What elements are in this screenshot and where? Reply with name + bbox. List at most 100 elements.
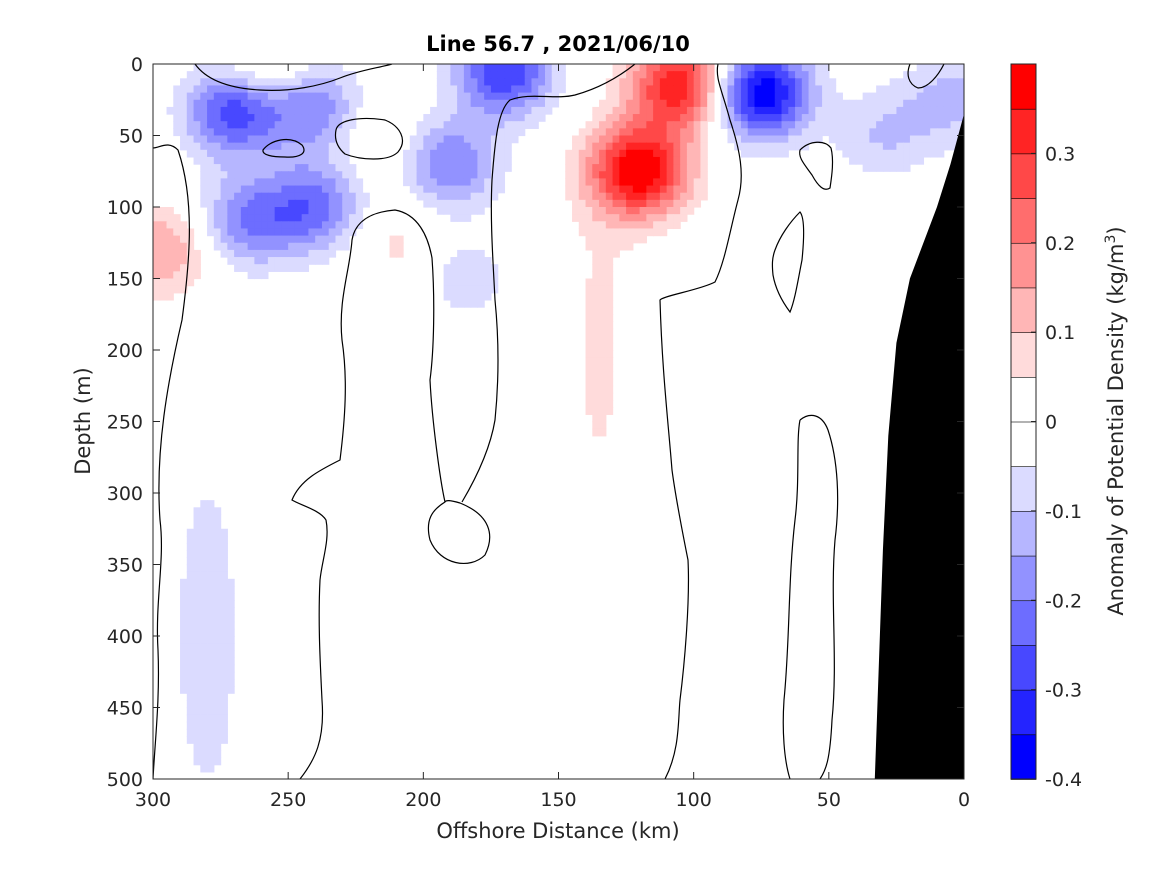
anomaly-cell xyxy=(599,328,607,337)
colorbar-tick-label: -0.2 xyxy=(1045,590,1082,612)
anomaly-cell xyxy=(686,207,695,215)
anomaly-cell xyxy=(869,121,877,129)
anomaly-cell xyxy=(659,192,668,201)
anomaly-cell xyxy=(430,192,438,201)
anomaly-cell xyxy=(889,85,898,94)
anomaly-cell xyxy=(605,392,614,401)
anomaly-cell xyxy=(727,114,735,122)
anomaly-cell xyxy=(720,92,729,101)
anomaly-cell xyxy=(281,185,289,194)
anomaly-cell xyxy=(328,135,337,144)
anomaly-cell xyxy=(193,550,201,558)
anomaly-cell xyxy=(747,142,756,151)
anomaly-cell xyxy=(213,185,222,194)
colorbar-tick-label: 0.3 xyxy=(1045,143,1075,165)
anomaly-cell xyxy=(686,142,695,151)
anomaly-cell xyxy=(200,707,208,716)
anomaly-cell xyxy=(443,292,451,301)
anomaly-cell xyxy=(889,99,898,108)
anomaly-cell xyxy=(626,221,634,230)
anomaly-cell xyxy=(308,249,316,258)
anomaly-cell xyxy=(916,121,925,129)
anomaly-cell xyxy=(781,92,789,101)
anomaly-cell xyxy=(504,149,512,158)
anomaly-cell xyxy=(835,135,843,144)
anomaly-cell xyxy=(619,99,627,108)
anomaly-cell xyxy=(470,85,478,94)
anomaly-cell xyxy=(578,214,587,222)
anomaly-cell xyxy=(578,142,587,151)
anomaly-cell xyxy=(592,192,600,201)
anomaly-cell xyxy=(795,128,803,137)
anomaly-cell xyxy=(207,521,215,530)
anomaly-cell xyxy=(207,650,215,659)
anomaly-cell xyxy=(261,249,269,258)
anomaly-cell xyxy=(457,121,465,129)
anomaly-cell xyxy=(166,257,174,265)
anomaly-cell xyxy=(213,142,222,151)
anomaly-cell xyxy=(308,185,316,194)
anomaly-cell xyxy=(639,156,647,165)
anomaly-cell xyxy=(659,114,668,122)
anomaly-cell xyxy=(761,92,769,101)
anomaly-cell xyxy=(565,149,573,158)
anomaly-cell xyxy=(599,378,607,387)
anomaly-cell xyxy=(835,92,843,101)
anomaly-cell xyxy=(186,149,195,158)
zero-contour-west xyxy=(153,144,190,779)
anomaly-cell xyxy=(849,114,857,122)
anomaly-cell xyxy=(288,99,296,108)
anomaly-cell xyxy=(889,156,898,165)
anomaly-cell xyxy=(436,114,445,122)
anomaly-cell xyxy=(599,307,607,315)
anomaly-cell xyxy=(686,92,695,101)
anomaly-cell xyxy=(504,92,512,101)
anomaly-cell xyxy=(301,171,310,179)
y-tick-label: 150 xyxy=(107,269,143,291)
anomaly-cell xyxy=(761,142,769,151)
anomaly-cell xyxy=(477,71,485,79)
anomaly-cell xyxy=(693,71,702,79)
anomaly-cell xyxy=(470,292,478,301)
anomaly-cell xyxy=(180,643,188,651)
anomaly-cell xyxy=(876,135,884,144)
anomaly-cell xyxy=(646,106,654,115)
anomaly-cell xyxy=(666,214,674,222)
anomaly-cell xyxy=(430,185,438,194)
anomaly-cell xyxy=(916,85,925,94)
anomaly-cell xyxy=(193,99,201,108)
anomaly-cell xyxy=(930,135,938,144)
anomaly-cell xyxy=(646,114,654,122)
colorbar-swatch xyxy=(1010,465,1037,512)
anomaly-cell xyxy=(274,192,283,201)
anomaly-cell xyxy=(605,321,614,330)
anomaly-cell xyxy=(193,650,201,659)
anomaly-cell xyxy=(335,99,343,108)
anomaly-cell xyxy=(605,99,614,108)
anomaly-cell xyxy=(200,156,208,165)
anomaly-cell xyxy=(653,128,661,137)
anomaly-cell xyxy=(430,106,438,115)
anomaly-cell xyxy=(497,149,506,158)
anomaly-cell xyxy=(632,207,641,215)
anomaly-cell xyxy=(173,214,181,222)
anomaly-cell xyxy=(355,92,364,101)
anomaly-cell xyxy=(592,142,600,151)
anomaly-cell xyxy=(315,114,323,122)
anomaly-cell xyxy=(186,85,195,94)
anomaly-cell xyxy=(619,106,627,115)
anomaly-cell xyxy=(761,149,769,158)
anomaly-cell xyxy=(801,71,810,79)
anomaly-cell xyxy=(267,214,276,222)
anomaly-cell xyxy=(423,149,431,158)
anomaly-cell xyxy=(342,235,350,244)
anomaly-cell xyxy=(186,550,195,558)
anomaly-cell xyxy=(659,149,668,158)
anomaly-cell xyxy=(673,171,681,179)
anomaly-cell xyxy=(673,121,681,129)
anomaly-cell xyxy=(450,121,458,129)
anomaly-cell xyxy=(673,164,681,172)
anomaly-cell xyxy=(227,678,235,687)
anomaly-cell xyxy=(267,99,276,108)
anomaly-cell xyxy=(930,71,938,79)
